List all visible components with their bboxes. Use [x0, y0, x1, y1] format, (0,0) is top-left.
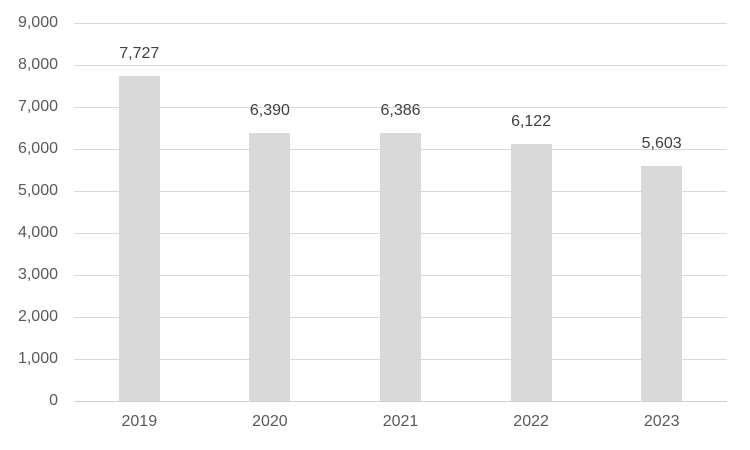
gridline-7000: [74, 107, 727, 108]
plot-area: 7,727 6,390 6,386 6,122 5,603: [74, 23, 727, 402]
y-axis-tick-label-9000: 9,000: [17, 14, 58, 31]
y-axis-tick-label-6000: 6,000: [17, 140, 58, 157]
y-axis-tick-label-3000: 3,000: [17, 266, 58, 283]
bar-2021: [380, 132, 421, 401]
x-axis-tick-label-2019: 2019: [121, 413, 158, 430]
data-label-2022: 6,122: [511, 112, 552, 130]
x-axis-tick-label-2023: 2023: [643, 413, 680, 430]
data-label-2020: 6,390: [249, 101, 290, 119]
x-axis-tick-label-2020: 2020: [252, 413, 288, 430]
data-label-2023: 5,603: [641, 134, 682, 152]
bar-2023: [641, 165, 683, 401]
data-label-2021: 6,386: [380, 101, 421, 119]
y-axis-tick-label-1000: 1,000: [17, 350, 58, 367]
bar-2019: [118, 76, 160, 401]
y-axis-tick-label-5000: 5,000: [17, 182, 58, 199]
y-axis-tick-label-7000: 7,000: [17, 98, 58, 115]
y-axis-tick-label-0: 0: [49, 392, 58, 409]
bar-2020: [249, 132, 291, 401]
gridline-9000: [74, 23, 727, 24]
x-axis-tick-label-2021: 2021: [382, 413, 419, 430]
x-axis-tick-label-2022: 2022: [513, 413, 549, 430]
y-axis-tick-label-2000: 2,000: [17, 308, 58, 325]
bar-2022: [510, 143, 552, 401]
y-axis-tick-label-8000: 8,000: [17, 56, 58, 73]
y-axis-tick-label-4000: 4,000: [17, 224, 58, 241]
data-label-2019: 7,727: [119, 45, 160, 63]
x-axis-line: [74, 401, 727, 402]
gridline-8000: [74, 65, 727, 66]
